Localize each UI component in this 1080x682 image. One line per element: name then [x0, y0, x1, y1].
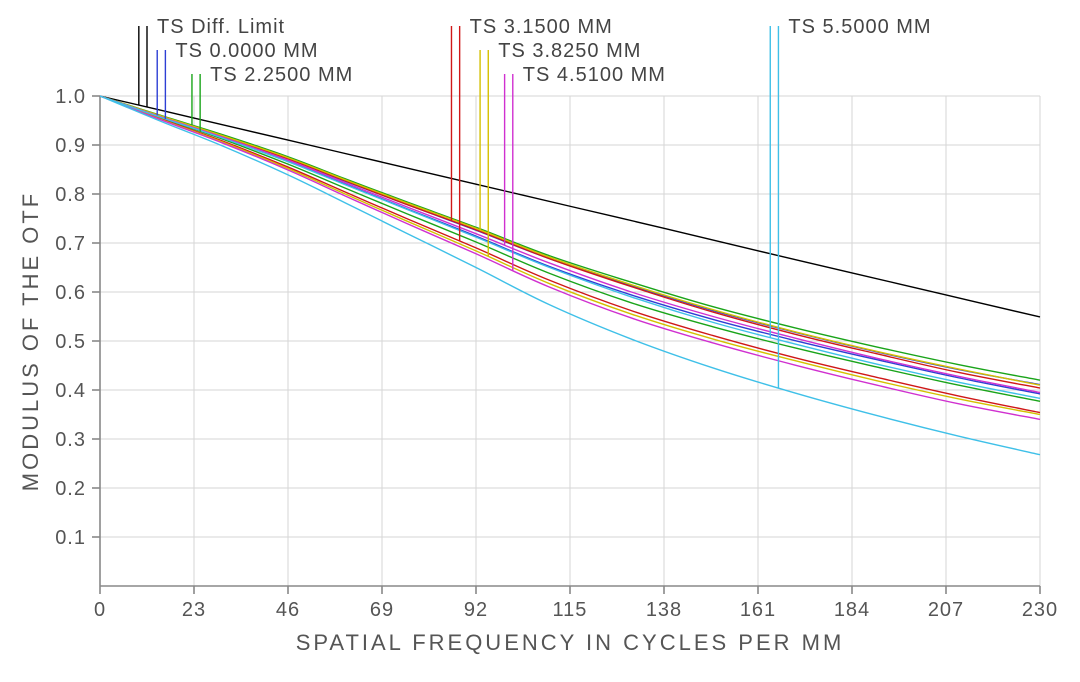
x-tick-label: 184 [834, 599, 870, 621]
y-tick-label: 0.4 [55, 380, 86, 402]
y-tick-label: 1.0 [55, 86, 86, 108]
y-tick-label: 0.9 [55, 135, 86, 157]
y-tick-label: 0.7 [55, 233, 86, 255]
x-tick-label: 115 [553, 599, 588, 621]
legend-label: TS Diff. Limit [157, 16, 285, 38]
x-axis-label: SPATIAL FREQUENCY IN CYCLES PER MM [296, 630, 845, 655]
x-tick-label: 46 [276, 599, 300, 621]
x-tick-label: 69 [370, 599, 394, 621]
x-tick-label: 138 [646, 599, 682, 621]
x-tick-label: 207 [928, 599, 964, 621]
chart-svg: 0 23 46 69 92 115 138 161 184 207 230 0.1 0.2 0.3 0.4 0… [0, 0, 1080, 682]
x-tick-label: 230 [1022, 599, 1058, 621]
y-axis-label: MODULUS OF THE OTF [18, 191, 43, 492]
y-tick-label: 0.3 [55, 429, 86, 451]
y-tick-label: 0.1 [55, 527, 86, 549]
legend-label: TS 0.0000 MM [175, 40, 318, 62]
legend-label: TS 2.2500 MM [210, 64, 353, 86]
y-tick-label: 0.6 [55, 282, 86, 304]
x-tick-label: 23 [182, 599, 206, 621]
x-tick-label: 161 [740, 599, 776, 621]
y-tick-label: 0.8 [55, 184, 86, 206]
legend-label: TS 3.8250 MM [498, 40, 641, 62]
y-tick-label: 0.2 [55, 478, 86, 500]
legend-label: TS 5.5000 MM [788, 16, 931, 38]
legend-label: TS 3.1500 MM [470, 16, 613, 38]
y-tick-label: 0.5 [55, 331, 86, 353]
x-tick-label: 92 [464, 599, 488, 621]
x-tick-label: 0 [94, 599, 106, 621]
mtf-chart: 0 23 46 69 92 115 138 161 184 207 230 0.1 0.2 0.3 0.4 0… [0, 0, 1080, 682]
legend-label: TS 4.5100 MM [523, 64, 666, 86]
